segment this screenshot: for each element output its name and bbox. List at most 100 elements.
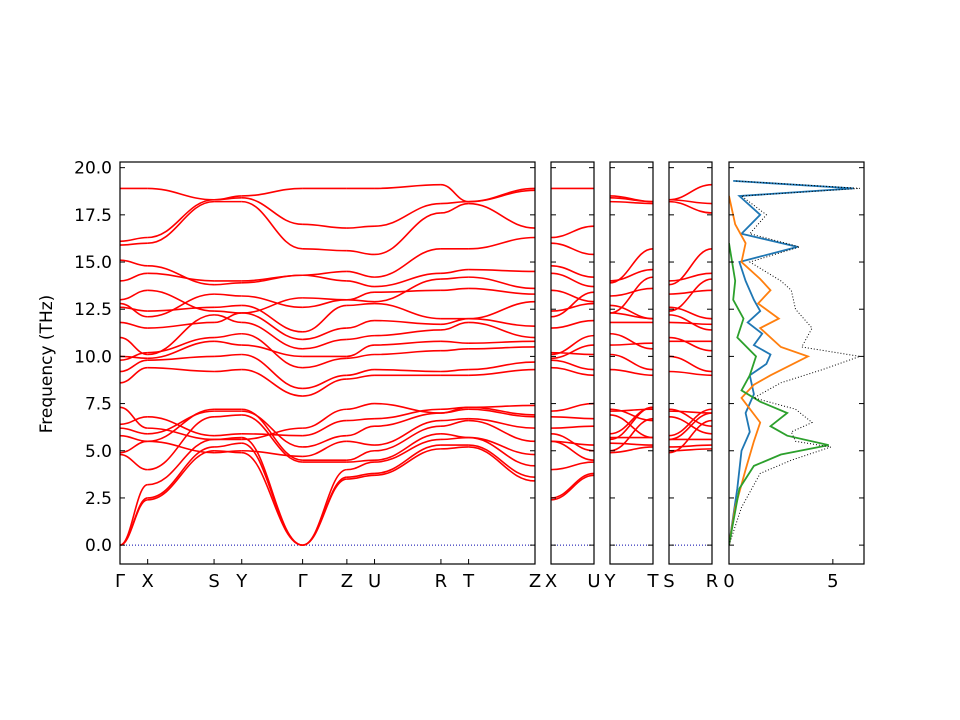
band-line-p0-s1-b22 — [147, 187, 215, 201]
band-line-p0-s1-b20 — [147, 200, 215, 244]
band-line-p2-s0-b0 — [610, 446, 653, 454]
band-line-p0-s8-b10 — [468, 361, 535, 371]
panel-frame-0 — [119, 161, 536, 565]
kpoint-label-3-0: S — [663, 571, 674, 592]
band-line-p1-s0-b18 — [551, 272, 594, 288]
band-line-p0-s6-b1 — [374, 444, 441, 475]
band-line-p0-s6-b12 — [374, 340, 441, 346]
band-line-p3-s0-b9 — [669, 370, 712, 377]
band-line-p0-s6-b11 — [374, 349, 441, 356]
band-line-p0-s6-b19 — [374, 248, 441, 278]
band-line-p0-s5-b15 — [346, 302, 375, 307]
y-tick-label-5: 12.5 — [74, 300, 112, 320]
band-line-p0-s2-b22 — [214, 195, 242, 201]
band-line-p2-s0-b5 — [610, 417, 653, 452]
band-line-p1-s0-b14 — [551, 319, 594, 329]
band-line-p2-s0-b10 — [610, 353, 653, 371]
band-line-p0-s8-b22 — [468, 187, 535, 203]
band-line-p3-s0-b19 — [669, 248, 712, 286]
band-line-p0-s6-b20 — [374, 212, 441, 256]
band-line-p0-s5-b2 — [346, 461, 375, 471]
band-line-p0-s2-b11 — [214, 332, 242, 339]
band-line-p0-s4-b20 — [302, 248, 347, 252]
band-line-p0-s6-b21 — [374, 202, 441, 227]
band-line-p0-s4-b17 — [302, 297, 347, 301]
kpoint-label-2-0: Y — [604, 571, 617, 592]
band-line-p0-s4-b11 — [302, 357, 347, 369]
band-line-p0-s5-b17 — [346, 298, 375, 303]
band-line-p0-s3-b9 — [241, 368, 303, 397]
band-line-p1-s0-b19 — [551, 265, 594, 278]
band-line-p0-s8-b17 — [468, 276, 535, 290]
dos-x-tick-label-0: 0 — [723, 571, 734, 592]
band-line-p0-s8-b0 — [468, 446, 535, 482]
dos-x-tick-label-1: 5 — [827, 571, 838, 592]
band-line-p1-s0-b1 — [551, 472, 594, 499]
band-line-p0-s5-b10 — [346, 368, 375, 377]
y-tick-label-7: 17.5 — [74, 206, 112, 226]
band-line-p0-s5-b12 — [346, 344, 375, 358]
band-line-p0-s2-b17 — [214, 310, 242, 314]
band-line-p0-s4-b9 — [302, 378, 347, 397]
band-line-p0-s8-b19 — [468, 236, 535, 250]
band-line-p0-s2-b1 — [214, 442, 242, 448]
band-line-p0-s6-b16 — [374, 289, 441, 294]
band-line-p3-s0-b13 — [669, 314, 712, 331]
band-line-p0-s5-b5 — [346, 440, 375, 446]
band-line-p0-s3-b13 — [241, 321, 303, 350]
band-line-p0-s5-b4 — [346, 449, 375, 461]
band-line-p1-s0-b6 — [551, 425, 594, 429]
band-line-p3-s0-b4 — [669, 408, 712, 428]
band-line-p1-s0-b15 — [551, 302, 594, 312]
band-line-p1-s0-b21 — [551, 225, 594, 239]
band-line-p0-s1-b2 — [147, 438, 215, 486]
band-line-p3-s0-b22 — [669, 183, 712, 201]
panel-0: Γ X S Y Γ Z U R T Z0.02.55.07.510.012.515.017.520… — [74, 159, 541, 592]
band-line-p0-s7-b12 — [440, 340, 469, 344]
band-line-p1-s0-b0 — [551, 474, 594, 501]
band-line-p0-s0-b16 — [120, 302, 148, 318]
band-line-p0-s4-b7 — [302, 419, 347, 437]
band-line-p0-s8-b5 — [468, 417, 535, 429]
band-line-p0-s1-b9 — [147, 366, 215, 373]
band-line-p0-s1-b1 — [147, 446, 215, 499]
band-line-p1-s0-b11 — [551, 351, 594, 356]
band-line-p0-s1-b6 — [147, 410, 215, 435]
band-line-p0-s5-b6 — [346, 425, 375, 437]
band-line-p0-s2-b15 — [214, 304, 242, 309]
band-line-p1-s0-b2 — [551, 461, 594, 471]
band-line-p0-s3-b21 — [241, 197, 303, 226]
band-line-p0-s2-b5 — [214, 449, 242, 454]
band-line-p0-s4-b15 — [302, 304, 347, 333]
dos-series-2 — [729, 243, 829, 546]
band-line-p0-s1-b17 — [147, 289, 215, 312]
band-line-p0-s0-b20 — [120, 242, 148, 246]
band-line-p0-s8-b8 — [468, 404, 535, 409]
band-line-p0-s4-b8 — [302, 408, 347, 429]
band-line-p1-s0-b7 — [551, 415, 594, 420]
band-line-p0-s3-b15 — [241, 304, 303, 333]
band-line-p0-s2-b19 — [214, 281, 242, 286]
band-line-p0-s7-b16 — [440, 287, 469, 292]
band-line-p3-s0-b1 — [669, 444, 712, 448]
panel-data-2 — [610, 195, 653, 546]
band-line-p0-s7-b18 — [440, 268, 469, 275]
band-line-p0-s7-b17 — [440, 276, 469, 280]
band-line-p0-s1-b16 — [147, 293, 215, 318]
band-line-p0-s5-b19 — [346, 270, 375, 278]
band-line-p0-s8-b20 — [468, 202, 535, 229]
band-line-p0-s7-b8 — [440, 406, 469, 414]
band-line-p0-s8-b18 — [468, 268, 535, 273]
band-line-p0-s7-b5 — [440, 417, 469, 422]
band-line-p3-s0-b5 — [669, 419, 712, 454]
band-line-p0-s7-b0 — [440, 446, 469, 450]
band-line-p3-s0-b15 — [669, 306, 712, 320]
band-line-p3-s0-b20 — [669, 200, 712, 214]
band-line-p0-s5-b21 — [346, 225, 375, 229]
kpoint-label-2-1: T — [647, 571, 660, 592]
band-line-p0-s8-b12 — [468, 340, 535, 344]
band-line-p0-s3-b3 — [241, 414, 303, 463]
band-line-p0-s8-b16 — [468, 287, 535, 295]
